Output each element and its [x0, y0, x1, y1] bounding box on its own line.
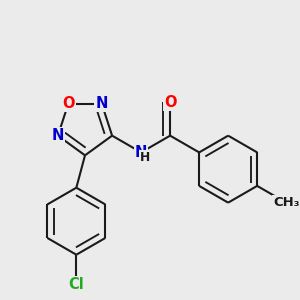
Text: H: H: [140, 152, 150, 164]
Text: Cl: Cl: [68, 278, 84, 292]
Text: N: N: [96, 96, 108, 111]
Text: N: N: [52, 128, 64, 143]
Text: N: N: [135, 145, 147, 160]
Text: O: O: [164, 94, 176, 110]
Text: CH₃: CH₃: [273, 196, 299, 209]
Text: O: O: [62, 96, 74, 111]
